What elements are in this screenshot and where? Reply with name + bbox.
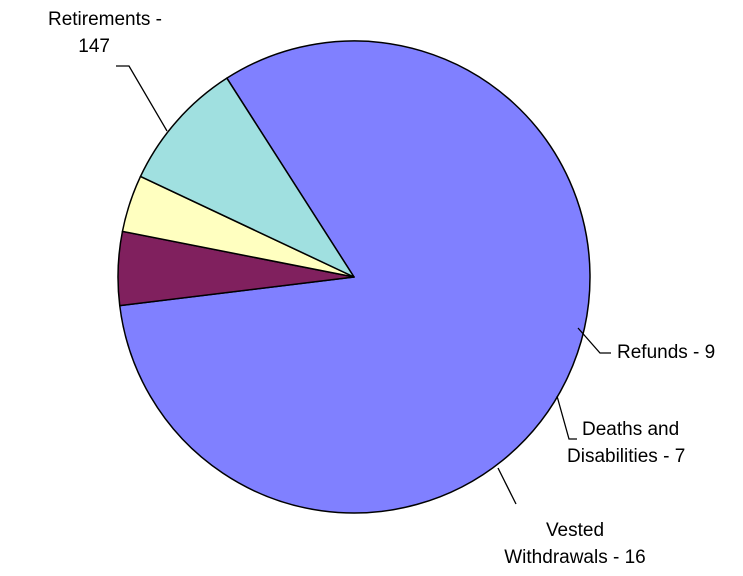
label-retirements-line-2: 147 (78, 36, 110, 57)
label-deaths-disabilities: Deaths and Disabilities - 7 (567, 416, 685, 470)
label-vested-line-1: Vested (545, 520, 605, 541)
label-deaths-line-2: Disabilities - 7 (567, 446, 686, 467)
label-retirements: Retirements - 147 (0, 6, 162, 60)
slice-vested-withdrawals (139, 77, 355, 278)
label-retirements-line-1: Retirements - (47, 9, 162, 30)
leader-deaths (556, 395, 577, 440)
label-refunds-line-1: Refunds - 9 (617, 342, 716, 363)
label-refunds: Refunds - 9 (617, 339, 715, 366)
label-vested-withdrawals: Vested Withdrawals - 16 (470, 517, 680, 571)
label-deaths-line-1: Deaths and (582, 419, 680, 440)
label-vested-line-2: Withdrawals - 16 (504, 547, 646, 568)
leader-vested (497, 467, 517, 505)
slice-retirements (118, 40, 591, 514)
leader-retirements (116, 65, 168, 132)
leader-refunds (577, 327, 611, 354)
